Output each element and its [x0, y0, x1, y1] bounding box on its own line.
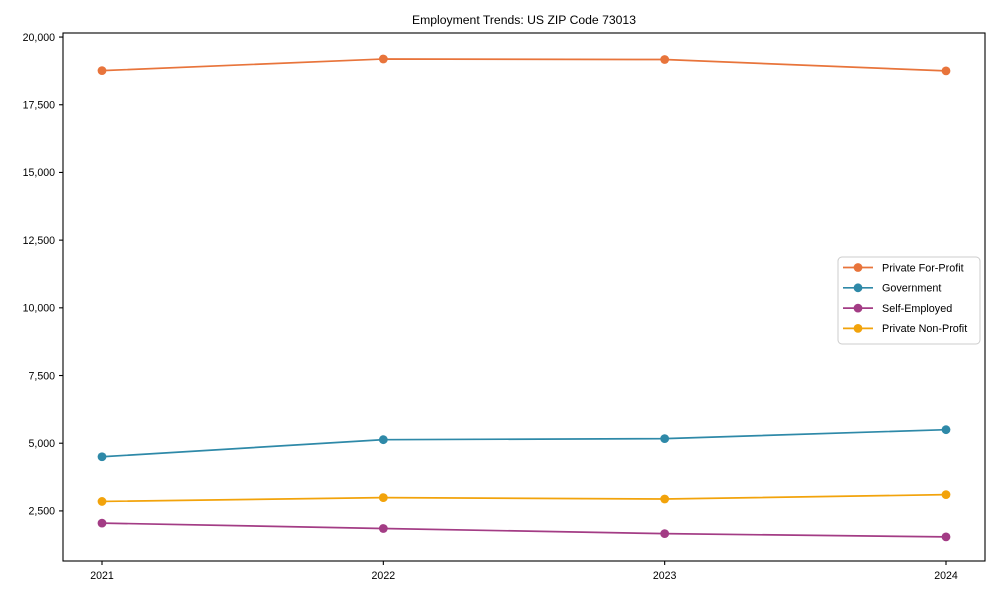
series-marker-self-employed-2023	[660, 529, 670, 539]
series-line-government	[101, 428, 947, 458]
series-marker-private-non-profit-2024	[941, 490, 951, 500]
chart-title: Employment Trends: US ZIP Code 73013	[411, 13, 636, 27]
series-line-private-non-profit	[101, 493, 947, 503]
y-tick-label-12500: 12,500	[23, 235, 56, 247]
y-tick-label-7500: 7,500	[28, 370, 55, 382]
series-marker-self-employed-2024	[941, 532, 951, 542]
series-line-private-for-profit	[101, 58, 947, 72]
legend-label-self-employed: Self-Employed	[882, 303, 952, 315]
y-tick-label-10000: 10,000	[23, 303, 56, 315]
series-marker-private-non-profit-2021	[97, 497, 107, 506]
legend-label-private-non-profit: Private Non-Profit	[882, 323, 967, 335]
series-marker-government-2024	[941, 425, 951, 435]
series-marker-private-for-profit-2024	[941, 66, 951, 76]
y-tick-label-5000: 5,000	[28, 438, 55, 450]
legend-marker-private-non-profit	[853, 324, 863, 333]
series-line-self-employed	[101, 522, 947, 538]
y-tick-label-15000: 15,000	[23, 167, 56, 179]
x-tick-label-2021: 2021	[90, 570, 114, 582]
legend-label-private-for-profit: Private For-Profit	[882, 262, 964, 274]
y-tick-label-2500: 2,500	[28, 506, 55, 518]
plot-border	[62, 32, 986, 562]
legend-marker-private-for-profit	[853, 263, 863, 272]
x-tick-label-2024: 2024	[934, 570, 958, 582]
series-marker-self-employed-2022	[378, 524, 388, 533]
series-marker-private-non-profit-2022	[378, 493, 388, 503]
series-marker-government-2022	[378, 435, 388, 445]
y-tick-label-20000: 20,000	[23, 32, 56, 44]
series-marker-private-non-profit-2023	[660, 494, 670, 504]
series-marker-self-employed-2021	[97, 518, 107, 528]
y-tick-label-17500: 17,500	[23, 100, 56, 112]
legend-box	[837, 256, 981, 345]
legend-marker-self-employed	[853, 303, 863, 313]
series-marker-government-2023	[660, 434, 670, 444]
x-tick-label-2022: 2022	[372, 570, 396, 582]
series-marker-private-for-profit-2022	[378, 54, 388, 64]
series-marker-government-2021	[97, 452, 107, 462]
x-tick-label-2023: 2023	[653, 570, 677, 582]
legend-label-government: Government	[882, 283, 941, 295]
series-marker-private-for-profit-2021	[97, 66, 107, 76]
series-marker-private-for-profit-2023	[660, 55, 670, 64]
legend-marker-government	[853, 283, 863, 293]
